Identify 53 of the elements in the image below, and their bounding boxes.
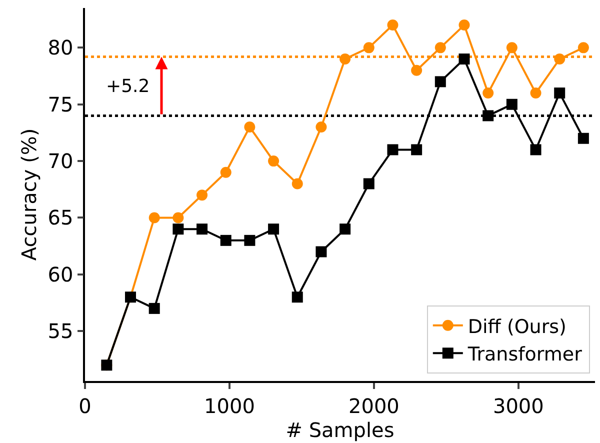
point xyxy=(506,42,518,54)
point xyxy=(387,20,398,31)
point xyxy=(458,54,470,65)
point xyxy=(196,190,208,201)
point xyxy=(172,224,184,235)
point xyxy=(148,302,160,314)
point xyxy=(316,122,327,133)
point xyxy=(530,144,542,156)
point xyxy=(411,144,422,156)
legend-label: Transformer xyxy=(466,344,582,366)
legend-label: Diff (Ours) xyxy=(468,316,566,338)
y-tick-label: 65 xyxy=(48,206,74,230)
point xyxy=(220,166,232,178)
point xyxy=(411,64,422,76)
point xyxy=(268,156,280,167)
annotation: +5.2 xyxy=(106,76,150,97)
point xyxy=(434,42,446,54)
y-tick-label: 55 xyxy=(48,319,74,344)
x-tick-label: 3000 xyxy=(492,394,544,418)
point xyxy=(220,234,232,246)
point xyxy=(268,224,280,235)
point xyxy=(482,88,494,99)
x-tick-label: 2000 xyxy=(348,394,400,418)
point xyxy=(340,224,351,235)
x-tick-label: 1000 xyxy=(204,394,255,418)
point xyxy=(244,122,256,133)
point xyxy=(148,212,160,224)
point xyxy=(316,246,327,258)
point xyxy=(387,144,398,156)
point xyxy=(244,234,256,246)
point xyxy=(506,98,518,110)
point xyxy=(554,88,566,99)
point xyxy=(458,20,470,31)
x-tick-label: 0 xyxy=(78,394,92,418)
point xyxy=(292,178,303,190)
point xyxy=(363,42,374,54)
point xyxy=(172,212,184,224)
point xyxy=(196,224,208,235)
point xyxy=(578,132,589,144)
point xyxy=(292,292,303,303)
point xyxy=(363,178,374,190)
point xyxy=(554,54,566,65)
y-tick-label: 70 xyxy=(48,149,74,174)
point xyxy=(578,42,589,54)
y-tick-label: 60 xyxy=(48,262,74,286)
point xyxy=(434,76,446,88)
x-axis-title: # Samples xyxy=(286,418,394,442)
y-tick-label: 80 xyxy=(48,36,74,60)
y-tick-label: 75 xyxy=(48,92,74,116)
point xyxy=(340,54,351,65)
point xyxy=(530,88,542,99)
y-axis-title: Accuracy (%) xyxy=(16,128,41,261)
point xyxy=(482,110,494,122)
